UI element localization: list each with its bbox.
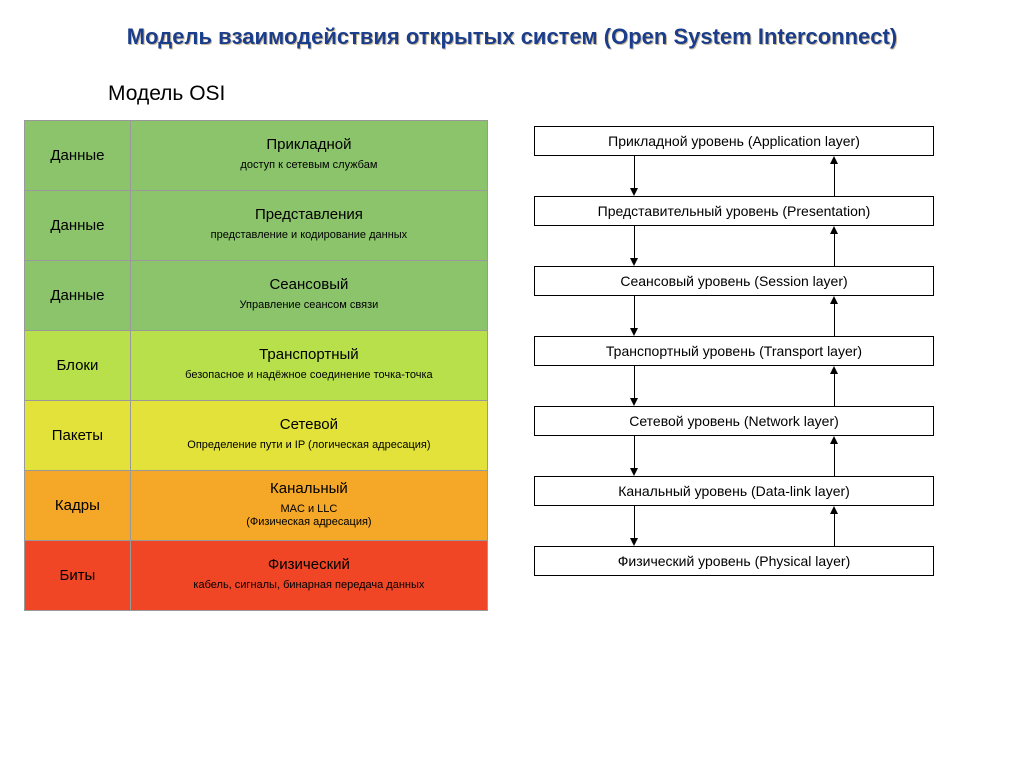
osi-layer-desc: кабель, сигналы, бинарная передача данны… [137, 579, 481, 592]
osi-unit-cell: Кадры [25, 471, 131, 541]
content-area: Данные Прикладной доступ к сетевым службам… [0, 120, 1024, 611]
stack-arrow-pair [534, 506, 934, 546]
stack-layer-box: Транспортный уровень (Transport layer) [534, 336, 934, 366]
osi-layer-name: Канальный [137, 480, 481, 497]
stack-layer-box: Канальный уровень (Data-link layer) [534, 476, 934, 506]
osi-layer-name: Транспортный [137, 346, 481, 363]
osi-layer-cell: Представления представление и кодирование… [130, 191, 487, 261]
stack-layer-box: Прикладной уровень (Application layer) [534, 126, 934, 156]
osi-row: Биты Физический кабель, сигналы, бинарная … [25, 541, 488, 611]
arrow-down-icon [634, 226, 635, 266]
osi-layer-name: Физический [137, 556, 481, 573]
osi-row: Данные Сеансовый Управление сеансом связи [25, 261, 488, 331]
arrow-up-icon [834, 296, 835, 336]
stack-arrow-pair [534, 226, 934, 266]
stack-layer-box: Физический уровень (Physical layer) [534, 546, 934, 576]
osi-unit-cell: Биты [25, 541, 131, 611]
stack-layer-box: Сетевой уровень (Network layer) [534, 406, 934, 436]
osi-layer-cell: Транспортный безопасное и надёжное соедин… [130, 331, 487, 401]
osi-unit-cell: Блоки [25, 331, 131, 401]
arrow-down-icon [634, 156, 635, 196]
osi-unit-cell: Данные [25, 261, 131, 331]
arrow-down-icon [634, 506, 635, 546]
model-subtitle: Модель OSI [108, 82, 1024, 106]
osi-layer-cell: Сетевой Определение пути и IP (логическая… [130, 401, 487, 471]
osi-layer-name: Сетевой [137, 416, 481, 433]
osi-layer-cell: Канальный MAC и LLC(Физическая адресация) [130, 471, 487, 541]
stack-layer-box: Представительный уровень (Presentation) [534, 196, 934, 226]
osi-row: Данные Прикладной доступ к сетевым службам [25, 121, 488, 191]
arrow-down-icon [634, 436, 635, 476]
osi-layer-name: Сеансовый [137, 276, 481, 293]
osi-row: Кадры Канальный MAC и LLC(Физическая адрес… [25, 471, 488, 541]
osi-layer-name: Представления [137, 206, 481, 223]
osi-unit-cell: Данные [25, 191, 131, 261]
stack-arrow-pair [534, 436, 934, 476]
osi-layer-cell: Физический кабель, сигналы, бинарная пере… [130, 541, 487, 611]
osi-layer-desc: Управление сеансом связи [137, 299, 481, 312]
stack-layer-box: Сеансовый уровень (Session layer) [534, 266, 934, 296]
osi-stack-column: Прикладной уровень (Application layer) Пр… [534, 126, 934, 576]
osi-layer-cell: Сеансовый Управление сеансом связи [130, 261, 487, 331]
arrow-up-icon [834, 436, 835, 476]
arrow-up-icon [834, 226, 835, 266]
page-title: Модель взаимодействия открытых систем (O… [0, 0, 1024, 58]
osi-layer-desc: безопасное и надёжное соединение точка-т… [137, 369, 481, 382]
stack-arrow-pair [534, 296, 934, 336]
arrow-up-icon [834, 156, 835, 196]
osi-row: Пакеты Сетевой Определение пути и IP (логи… [25, 401, 488, 471]
osi-unit-cell: Пакеты [25, 401, 131, 471]
stack-arrow-pair [534, 156, 934, 196]
arrow-up-icon [834, 366, 835, 406]
osi-layer-desc: представление и кодирование данных [137, 229, 481, 242]
osi-layer-name: Прикладной [137, 136, 481, 153]
osi-row: Данные Представления представление и кодир… [25, 191, 488, 261]
osi-row: Блоки Транспортный безопасное и надёжное с… [25, 331, 488, 401]
arrow-down-icon [634, 366, 635, 406]
osi-layer-cell: Прикладной доступ к сетевым службам [130, 121, 487, 191]
arrow-up-icon [834, 506, 835, 546]
osi-layers-table: Данные Прикладной доступ к сетевым службам… [24, 120, 488, 611]
stack-arrow-pair [534, 366, 934, 406]
osi-unit-cell: Данные [25, 121, 131, 191]
osi-layer-desc: Определение пути и IP (логическая адреса… [137, 439, 481, 452]
osi-layer-desc: доступ к сетевым службам [137, 159, 481, 172]
arrow-down-icon [634, 296, 635, 336]
osi-layer-desc: MAC и LLC(Физическая адресация) [137, 503, 481, 529]
